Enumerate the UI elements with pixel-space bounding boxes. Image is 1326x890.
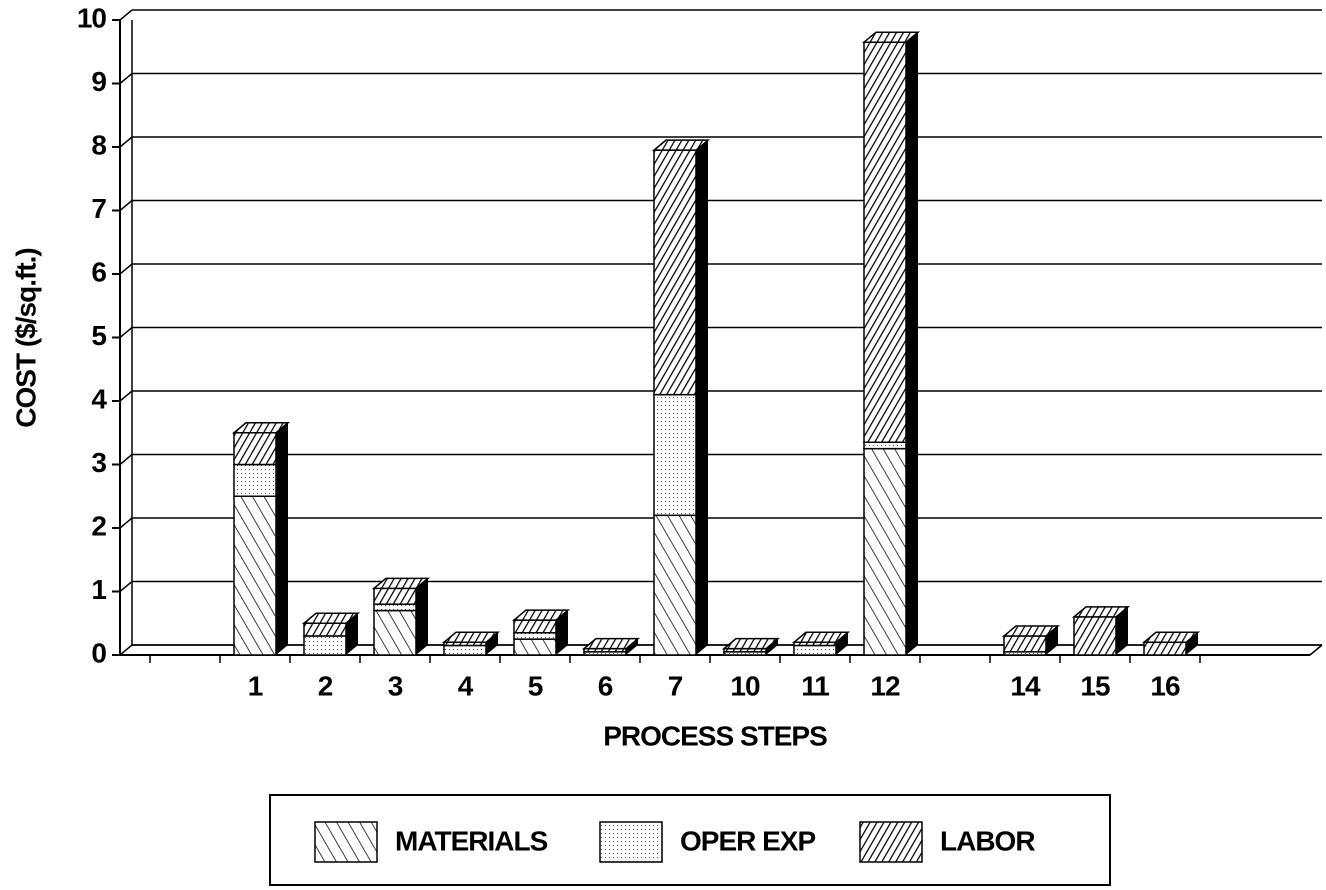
bar-top [1141, 631, 1201, 644]
bar-top [441, 631, 501, 644]
bar-top [581, 637, 641, 650]
grid-line [119, 517, 133, 529]
bar-segment [653, 514, 697, 656]
grid-line [119, 580, 133, 593]
y-tick-label: 6 [91, 256, 106, 287]
bar-side [836, 632, 848, 655]
legend-swatch [859, 821, 923, 863]
x-tick-label: 2 [318, 670, 333, 701]
bar-side [556, 610, 568, 655]
x-tick-label: 5 [528, 670, 543, 701]
grid-line [119, 644, 133, 656]
grid-line [119, 263, 133, 275]
bar-segment [303, 622, 347, 637]
bar-side [486, 632, 498, 655]
bar-side [1046, 625, 1058, 655]
bar-top [371, 577, 431, 590]
bar-top [511, 609, 571, 621]
x-tick-label: 4 [458, 670, 474, 701]
y-axis-label: COST ($/sq.ft.) [10, 248, 41, 427]
bar-segment [513, 632, 557, 640]
x-tick-label: 11 [801, 670, 829, 701]
y-tick-label: 1 [91, 574, 106, 605]
legend-box [269, 794, 1111, 886]
y-tick-label: 7 [91, 193, 106, 224]
bar-top [1001, 625, 1061, 637]
bar-side [696, 140, 708, 656]
grid-line [119, 199, 133, 212]
x-tick-label: 3 [388, 670, 403, 701]
bar-segment [233, 495, 277, 656]
y-tick-label: 0 [91, 637, 106, 668]
bar-top [1071, 606, 1131, 618]
bar-top [231, 422, 291, 434]
bar-segment [303, 635, 347, 656]
bar-segment [513, 638, 557, 656]
bar-segment [233, 463, 277, 497]
grid-line [119, 326, 133, 339]
bar-side [626, 638, 638, 655]
grid-line [119, 453, 133, 466]
bar-top [721, 637, 781, 650]
bar-top [791, 631, 851, 644]
x-tick-label: 1 [248, 670, 263, 701]
bar-segment [373, 609, 417, 656]
legend-swatch [314, 821, 378, 863]
bar-segment [793, 644, 837, 656]
bar-side [1186, 632, 1198, 655]
x-tick-label: 7 [668, 670, 683, 701]
y-tick-label: 4 [91, 383, 107, 414]
bar-segment [863, 41, 907, 444]
legend-label: MATERIALS [395, 825, 548, 856]
x-tick-label: 16 [1150, 670, 1180, 701]
legend-label: LABOR [940, 825, 1035, 856]
y-tick-label: 5 [91, 320, 106, 351]
bar-segment [513, 619, 557, 634]
x-tick-label: 6 [598, 670, 613, 701]
bar-segment [863, 441, 907, 450]
floor-right [1309, 644, 1323, 656]
bar-segment [653, 393, 697, 517]
bar-top [651, 139, 711, 151]
bar-side [906, 32, 918, 656]
bar-side [766, 638, 778, 655]
bar-segment [1143, 641, 1187, 656]
bar-segment [863, 447, 907, 656]
x-tick-label: 15 [1080, 670, 1110, 701]
bar-segment [1003, 635, 1047, 653]
legend-swatch [599, 821, 663, 863]
x-tick-label: 14 [1010, 670, 1041, 701]
bar-side [276, 422, 288, 655]
y-tick-label: 9 [91, 66, 106, 97]
grid-line [119, 390, 133, 402]
bar-side [1116, 606, 1128, 655]
bar-side [416, 578, 428, 655]
y-tick-label: 10 [77, 2, 107, 33]
grid-line [119, 9, 133, 21]
bar-segment [443, 644, 487, 656]
bar-top [861, 31, 921, 43]
x-tick-label: 12 [870, 670, 900, 701]
grid-line [119, 136, 133, 148]
legend-label: OPER EXP [680, 825, 815, 856]
bar-segment [653, 149, 697, 396]
y-tick-label: 2 [91, 510, 106, 541]
bar-segment [373, 603, 417, 612]
bar-side [346, 613, 358, 655]
x-tick-label: 10 [730, 670, 760, 701]
bar-top [301, 612, 361, 624]
y-tick-label: 3 [91, 447, 106, 478]
y-tick-label: 8 [91, 129, 106, 160]
bar-segment [373, 587, 417, 605]
grid-line [119, 72, 133, 85]
bar-segment [233, 432, 277, 466]
bar-segment [1073, 616, 1117, 656]
x-axis-label: PROCESS STEPS [603, 720, 827, 751]
